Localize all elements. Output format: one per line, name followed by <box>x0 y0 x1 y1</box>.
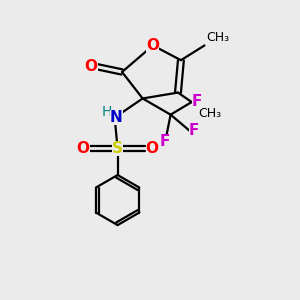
Text: O: O <box>146 141 159 156</box>
Text: O: O <box>85 58 98 74</box>
Text: F: F <box>192 94 202 109</box>
Text: F: F <box>160 134 170 149</box>
Text: CH₃: CH₃ <box>206 31 229 44</box>
Text: O: O <box>146 38 159 53</box>
Text: H: H <box>101 105 112 119</box>
Text: N: N <box>110 110 122 125</box>
Text: O: O <box>77 141 90 156</box>
Text: S: S <box>112 141 123 156</box>
Text: CH₃: CH₃ <box>199 107 222 120</box>
Text: F: F <box>189 123 200 138</box>
